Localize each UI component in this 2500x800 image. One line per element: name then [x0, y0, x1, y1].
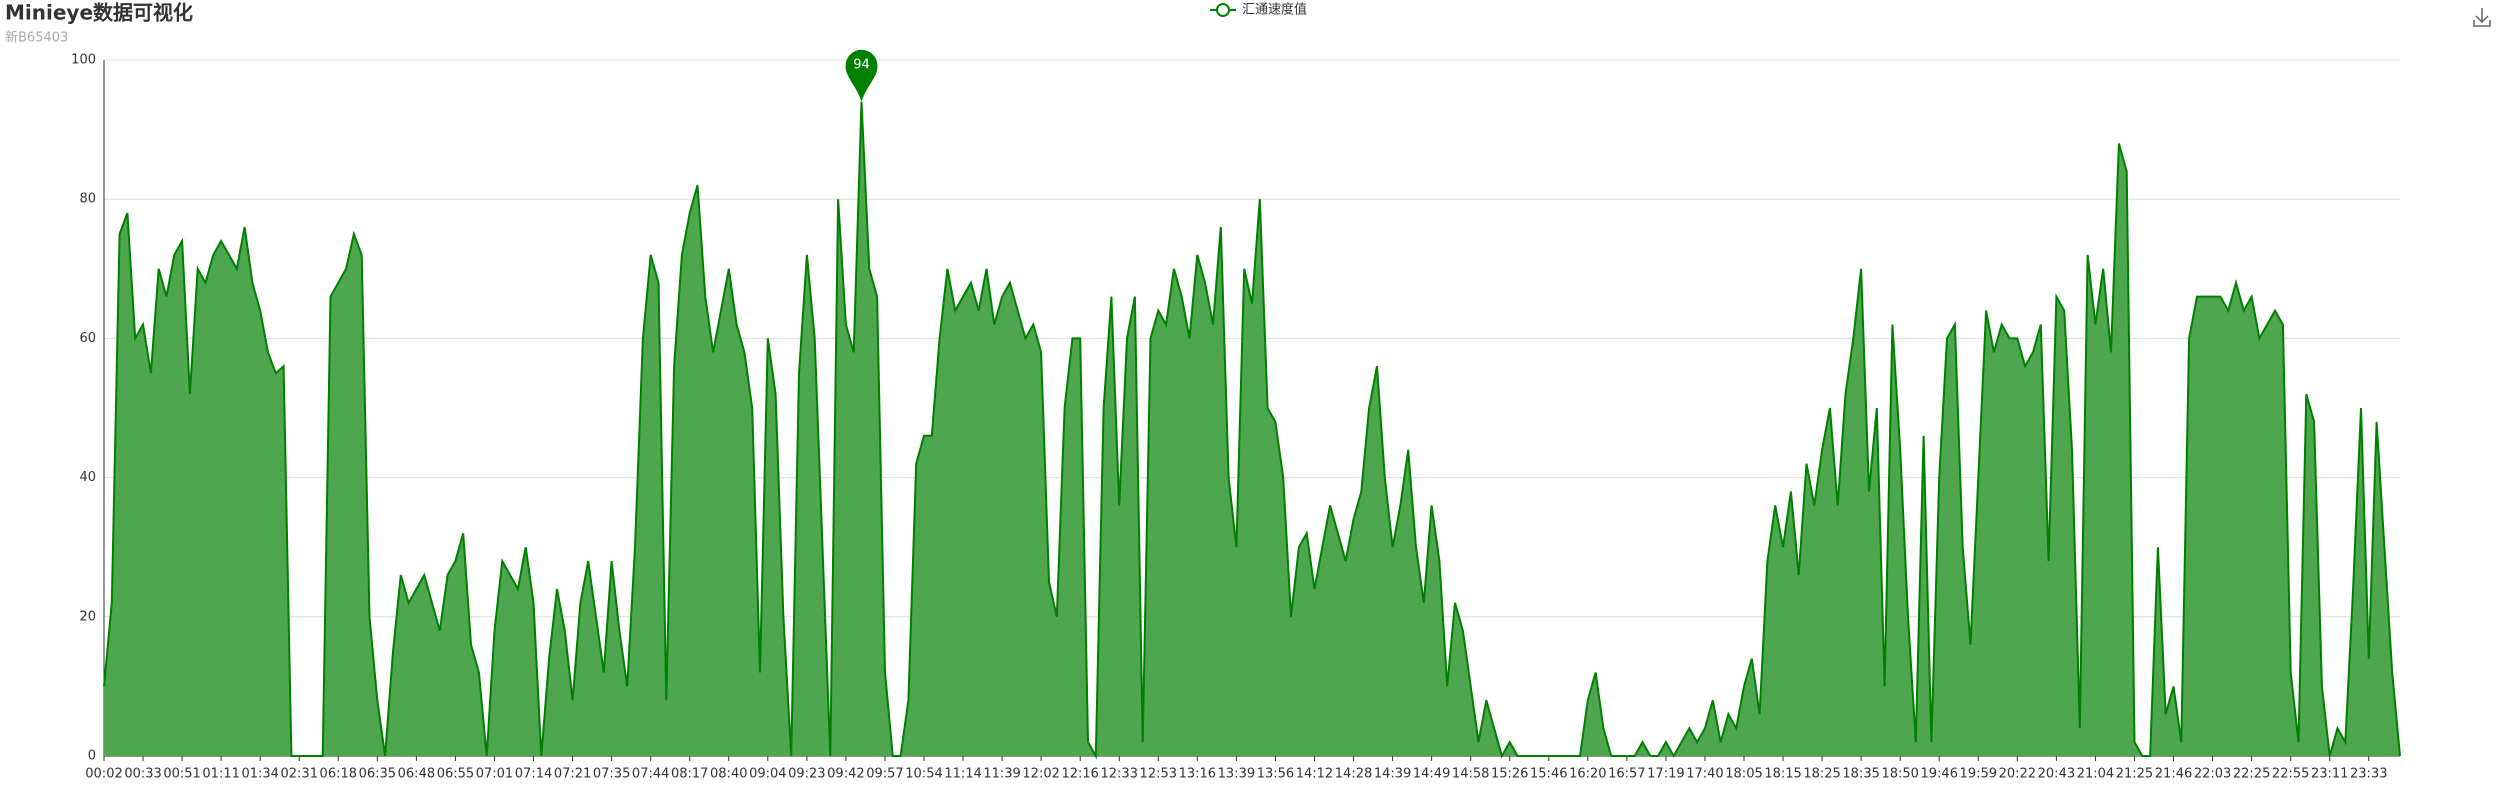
y-tick-label: 40 [79, 470, 96, 485]
x-tick-label: 15:26 [1491, 767, 1528, 782]
x-tick-label: 20:43 [2038, 767, 2075, 782]
x-tick-label: 21:25 [2116, 767, 2153, 782]
x-tick-label: 18:50 [1881, 767, 1918, 782]
x-tick-label: 22:25 [2233, 767, 2270, 782]
area-fill [104, 101, 2400, 757]
x-tick-label: 11:39 [983, 767, 1020, 782]
x-tick-label: 14:12 [1296, 767, 1333, 782]
x-tick-label: 12:02 [1022, 767, 1059, 782]
x-tick-label: 00:02 [85, 767, 122, 782]
x-tick-label: 17:40 [1686, 767, 1723, 782]
legend-label: 汇通速度值 [1242, 2, 1307, 18]
x-tick-label: 13:16 [1179, 767, 1216, 782]
x-tick-label: 15:46 [1530, 767, 1567, 782]
x-tick-label: 02:31 [281, 767, 318, 782]
x-tick-label: 07:14 [515, 767, 552, 782]
x-tick-label: 00:33 [124, 767, 161, 782]
x-tick-label: 12:53 [1140, 767, 1177, 782]
x-tick-label: 06:55 [437, 767, 474, 782]
x-tick-label: 13:39 [1218, 767, 1255, 782]
x-tick-label: 17:19 [1647, 767, 1684, 782]
x-tick-label: 19:46 [1921, 767, 1958, 782]
y-tick-label: 60 [79, 331, 96, 346]
x-tick-label: 06:35 [359, 767, 396, 782]
x-tick-label: 23:11 [2311, 767, 2348, 782]
x-tick-label: 07:01 [476, 767, 513, 782]
x-tick-label: 20:22 [1999, 767, 2036, 782]
x-tick-label: 14:49 [1413, 767, 1450, 782]
y-tick-label: 80 [79, 192, 96, 207]
chart-subtitle: 新B65403 [5, 30, 68, 46]
y-tick-label: 0 [88, 749, 96, 764]
x-tick-label: 21:46 [2155, 767, 2192, 782]
x-tick-label: 09:42 [827, 767, 864, 782]
x-tick-label: 01:34 [241, 767, 278, 782]
x-tick-label: 07:35 [593, 767, 630, 782]
x-tick-label: 16:20 [1569, 767, 1606, 782]
x-tick-label: 09:57 [866, 767, 903, 782]
x-tick-label: 14:58 [1452, 767, 1489, 782]
x-tick-label: 13:56 [1257, 767, 1294, 782]
x-tick-label: 23:33 [2350, 767, 2387, 782]
chart-title: Minieye数据可视化 [5, 1, 193, 25]
download-glyph[interactable] [2473, 8, 2491, 27]
x-tick-label: 14:28 [1335, 767, 1372, 782]
x-tick-label: 01:11 [202, 767, 239, 782]
x-tick-label: 09:23 [788, 767, 825, 782]
x-tick-label: 11:14 [944, 767, 981, 782]
x-tick-label: 00:51 [163, 767, 200, 782]
x-tick-label: 22:03 [2194, 767, 2231, 782]
y-tick-label: 100 [71, 53, 96, 68]
download-icon[interactable] [2473, 8, 2491, 27]
x-tick-label: 16:57 [1608, 767, 1645, 782]
x-tick-label: 10:54 [905, 767, 942, 782]
x-tick-label: 07:21 [554, 767, 591, 782]
x-tick-label: 18:05 [1725, 767, 1762, 782]
x-tick-label: 06:18 [320, 767, 357, 782]
x-tick-label: 12:33 [1101, 767, 1138, 782]
x-tick-label: 22:55 [2272, 767, 2309, 782]
x-tick-label: 18:25 [1803, 767, 1840, 782]
x-tick-label: 18:15 [1764, 767, 1801, 782]
x-tick-label: 19:59 [1960, 767, 1997, 782]
x-tick-label: 12:16 [1061, 767, 1098, 782]
x-tick-label: 09:04 [749, 767, 786, 782]
x-tick-label: 18:35 [1842, 767, 1879, 782]
legend-symbol [1216, 3, 1230, 17]
x-tick-label: 06:48 [398, 767, 435, 782]
x-tick-label: 07:44 [632, 767, 669, 782]
y-tick-label: 20 [79, 609, 96, 624]
mark-point-label: 94 [853, 57, 870, 72]
mark-point [845, 49, 878, 102]
x-tick-label: 08:40 [710, 767, 747, 782]
x-tick-label: 08:17 [671, 767, 708, 782]
line [103, 101, 2401, 760]
x-tick-label: 21:04 [2077, 767, 2114, 782]
x-tick-label: 14:39 [1374, 767, 1411, 782]
